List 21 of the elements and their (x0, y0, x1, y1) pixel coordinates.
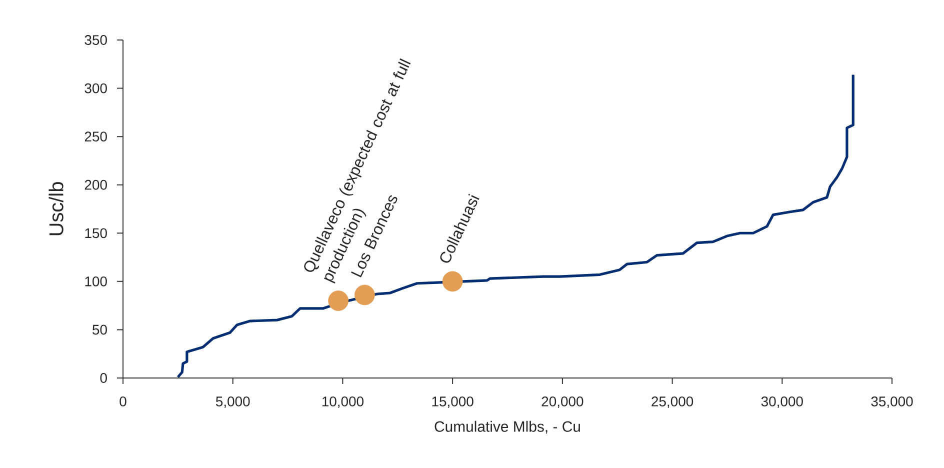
y-tick-label: 0 (100, 373, 107, 383)
point (328, 290, 349, 311)
x-tick-label: 20,000 (542, 396, 584, 408)
x-tick-label: 15,000 (432, 396, 474, 408)
x-axis-title: Cumulative Mlbs, - Cu (434, 420, 580, 434)
y-tick-label: 150 (85, 228, 107, 238)
y-tick-label: 100 (85, 276, 107, 286)
point (442, 271, 463, 292)
y-tick-label: 300 (84, 83, 107, 94)
x-tick-label: 10,000 (322, 396, 364, 408)
y-axis-title: Usc/lb (48, 182, 64, 236)
x-tick-label: 25,000 (652, 396, 694, 408)
x-tick-label: 0 (120, 396, 126, 406)
y-tick-label: 250 (84, 132, 107, 142)
y-tick-label: 50 (92, 324, 107, 335)
x-tick-label: 35,000 (871, 396, 913, 408)
point (354, 284, 375, 306)
y-tick-label: 200 (84, 180, 107, 190)
y-tick-label: 350 (84, 35, 107, 45)
x-tick-label: 30,000 (761, 396, 803, 408)
x-tick-label: 5,000 (216, 396, 250, 408)
